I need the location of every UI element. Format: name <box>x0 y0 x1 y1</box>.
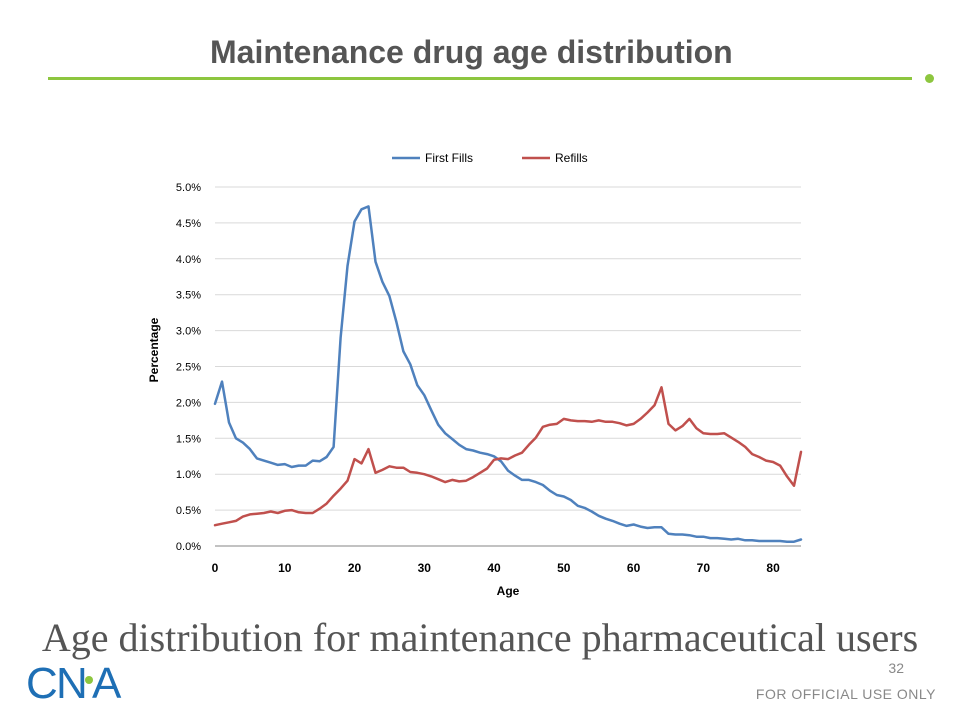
slide-title: Maintenance drug age distribution <box>210 34 733 70</box>
line-chart: 0.0% 0.5% 1.0% 1.5% 2.0% 2.5% 3.0% 3.5% 4.0% 4.5%… <box>147 151 803 598</box>
grid-lines <box>215 186 801 511</box>
x-tick-label: 60 <box>627 561 641 575</box>
x-tick-label: 70 <box>697 561 711 575</box>
series-line-refills <box>213 386 803 527</box>
x-tick-label: 10 <box>278 561 292 575</box>
slide-caption: Age distribution for maintenance pharmac… <box>41 615 919 660</box>
x-tick-label: 30 <box>418 561 432 575</box>
y-tick-label: 2.5% <box>176 362 201 374</box>
x-axis-title: Age <box>497 584 520 598</box>
y-tick-label: 3.5% <box>176 290 201 302</box>
y-tick-label: 0.5% <box>176 505 201 517</box>
y-tick-label: 1.0% <box>176 469 201 481</box>
x-tick-label: 40 <box>487 561 501 575</box>
y-tick-label: 3.0% <box>176 326 201 338</box>
svg-text:N: N <box>56 660 88 702</box>
page-number: 32 <box>888 660 904 676</box>
title-divider <box>48 77 912 80</box>
y-axis-tick-labels: 0.0% 0.5% 1.0% 1.5% 2.0% 2.5% 3.0% 3.5% 4.0% 4.5%… <box>176 182 201 553</box>
x-tick-label: 80 <box>766 561 780 575</box>
classification-footer: FOR OFFICIAL USE ONLY <box>755 686 936 702</box>
legend-label-first-fills: First Fills <box>425 151 473 165</box>
series-lines <box>213 205 803 543</box>
legend-label-refills: Refills <box>555 151 588 165</box>
x-tick-label: 20 <box>348 561 362 575</box>
cna-logo: C N A <box>26 660 122 702</box>
x-tick-label: 0 <box>212 561 219 575</box>
y-tick-label: 0.0% <box>176 541 201 553</box>
title-divider-dot <box>925 74 934 83</box>
svg-text:C: C <box>26 660 57 702</box>
y-tick-label: 2.0% <box>176 397 201 409</box>
svg-text:A: A <box>92 660 122 702</box>
y-tick-label: 1.5% <box>176 433 201 445</box>
series-line-first-fills <box>213 205 803 543</box>
y-axis-title: Percentage <box>147 317 161 382</box>
x-tick-label: 50 <box>557 561 571 575</box>
y-tick-label: 4.5% <box>176 218 201 230</box>
y-tick-label: 5.0% <box>176 182 201 194</box>
x-axis-tick-labels: 0 10 20 30 40 50 60 70 80 <box>212 561 780 575</box>
y-tick-label: 4.0% <box>176 254 201 266</box>
legend: First Fills Refills <box>392 151 588 165</box>
